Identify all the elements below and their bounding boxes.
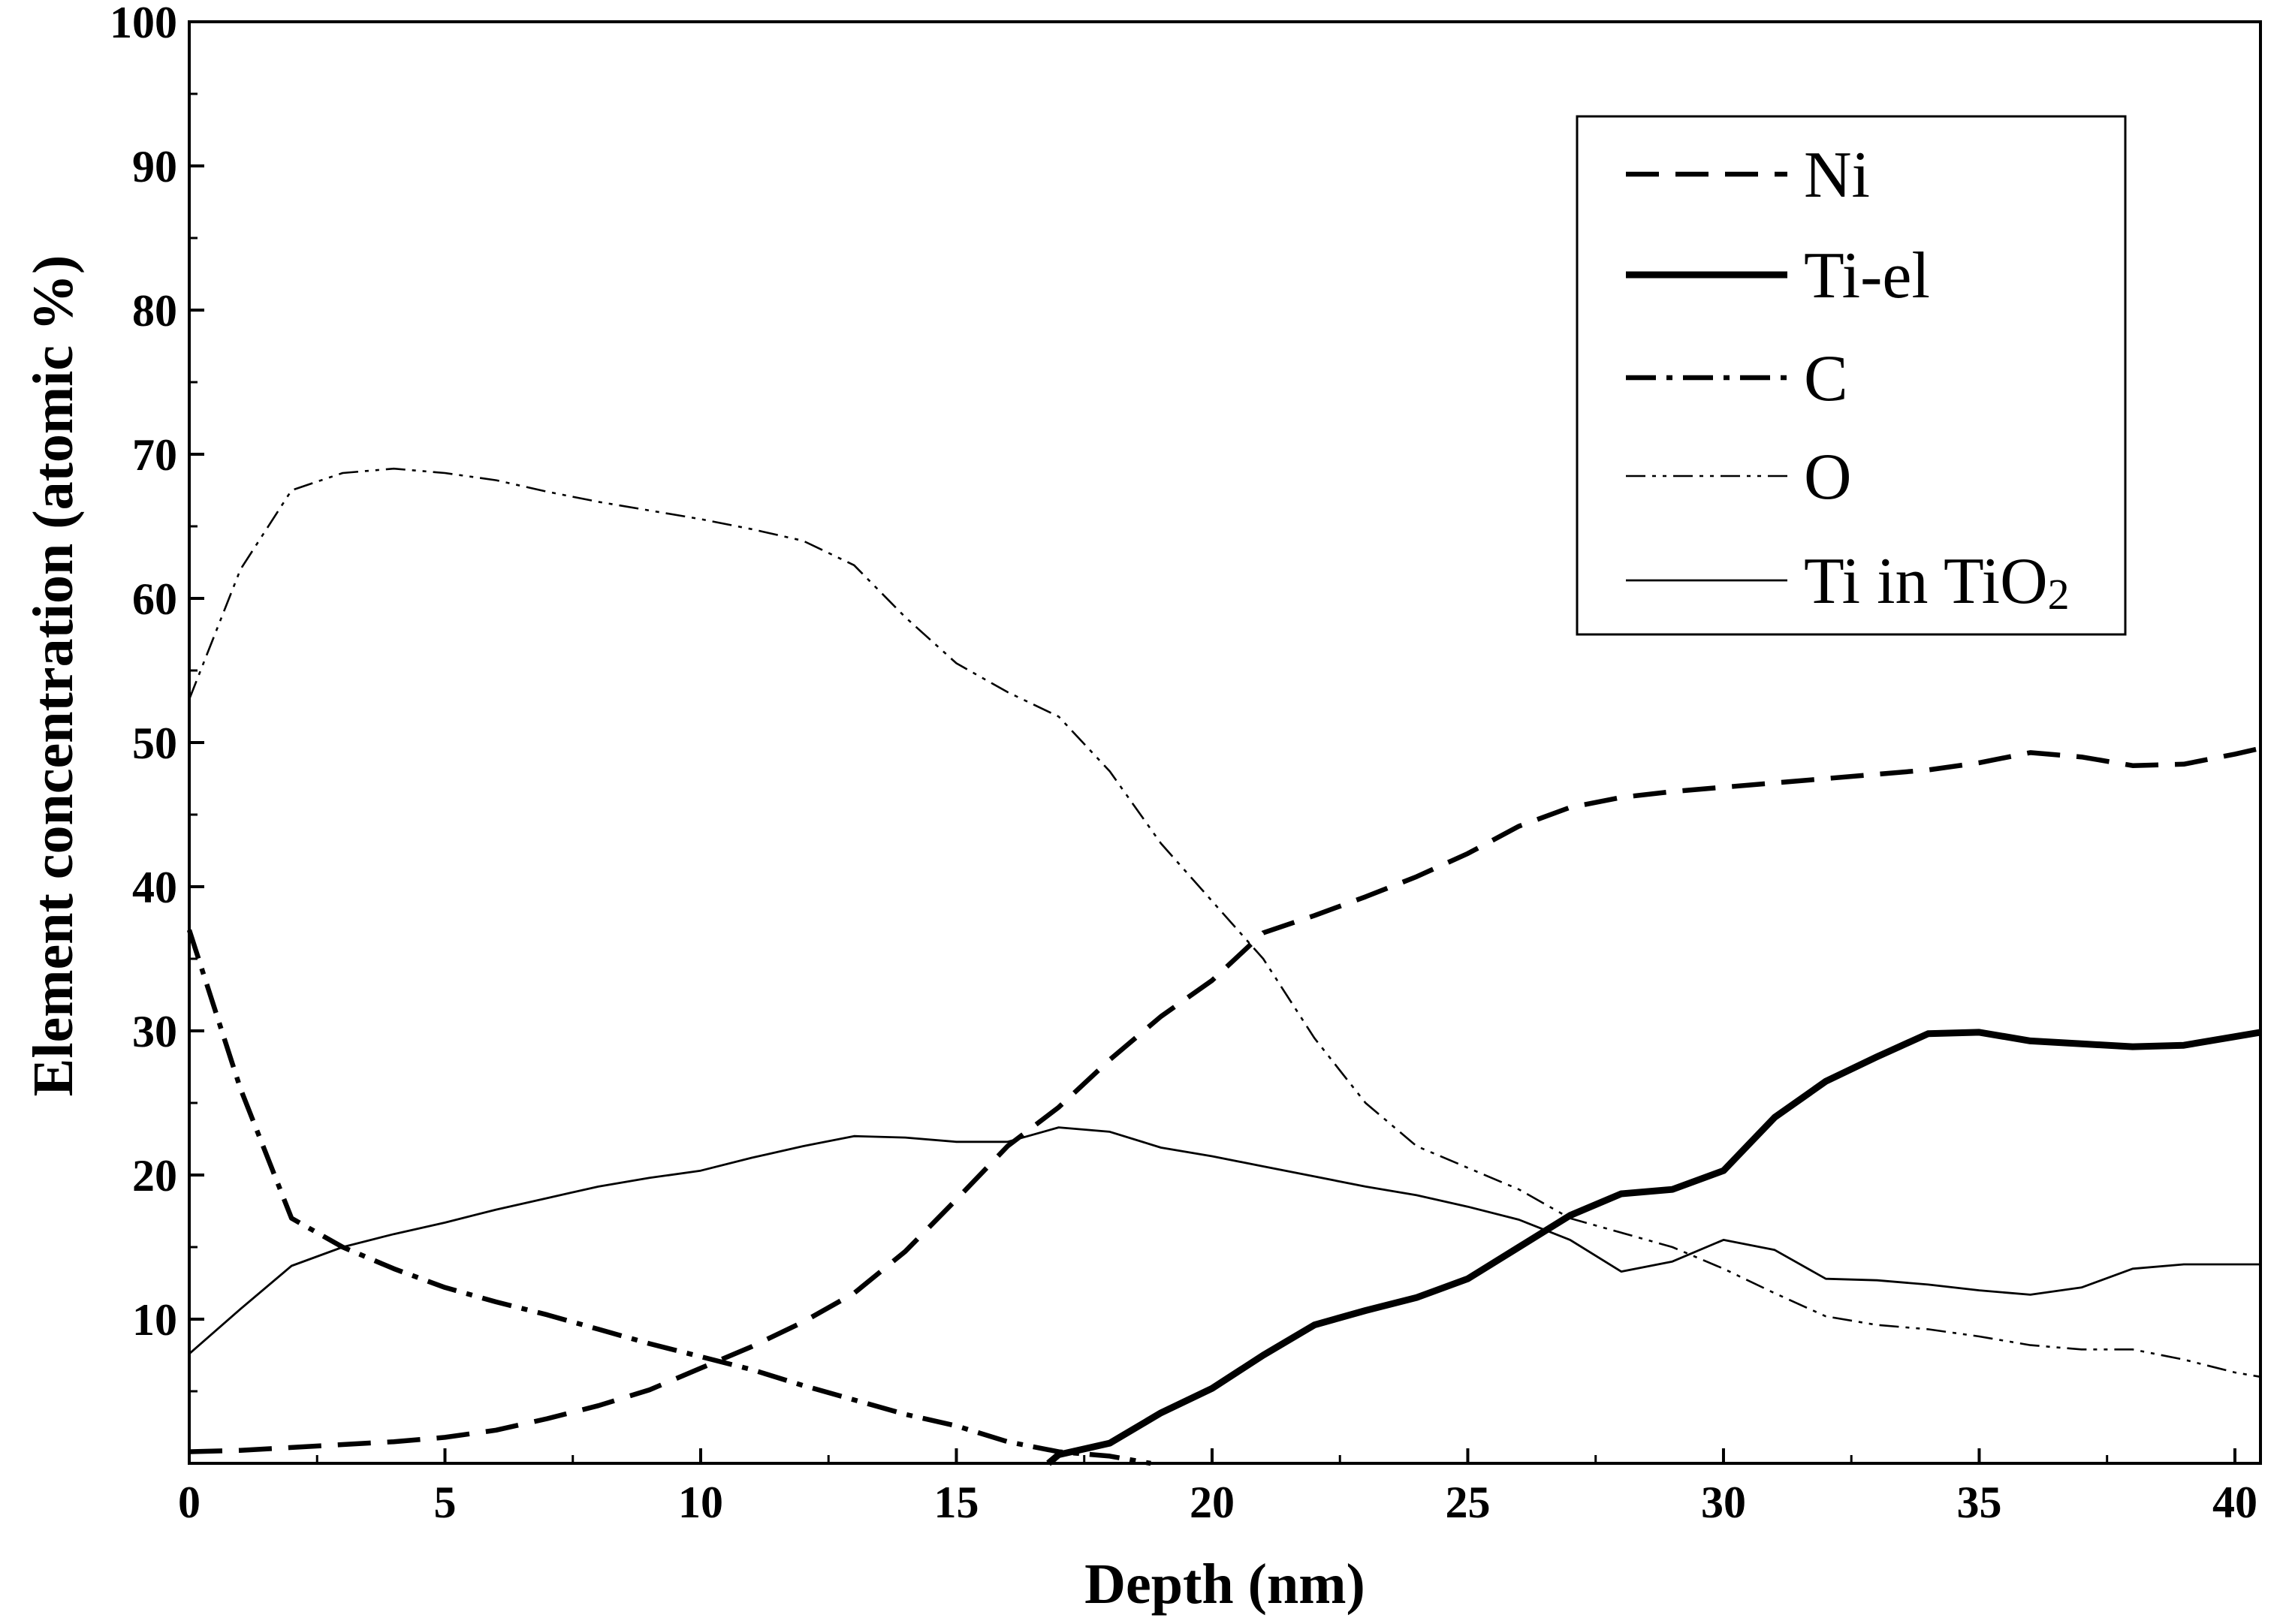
x-tick-label: 0 — [178, 1478, 201, 1527]
x-tick-label: 25 — [1445, 1478, 1490, 1527]
x-tick-label: 30 — [1701, 1478, 1746, 1527]
legend: Ni Ti-el CO Ti in TiO2 — [1576, 115, 2127, 636]
y-tick-label: 60 — [132, 574, 177, 624]
ticks-layer: 0 5 10 15 20 25 30 35 40 10 20 30 40 50 60 70 80 90 100 — [110, 0, 2257, 1527]
y-tick-label: 50 — [132, 719, 177, 768]
x-tick-label: 35 — [1956, 1478, 2001, 1527]
legend-label-c: C — [1804, 342, 1848, 415]
series-line-ni — [188, 746, 2261, 1454]
x-tick-label: 15 — [933, 1478, 979, 1527]
y-tick-label: 10 — [132, 1295, 177, 1345]
legend-label-ti-el: Ti-el — [1804, 240, 1930, 312]
y-axis-label: Element concentration (atomic %) — [22, 255, 85, 1097]
legend-label-ti-in-tio: Ti in TiO2 — [1804, 545, 2070, 619]
y-tick-label: 80 — [132, 286, 177, 336]
x-tick-label: 10 — [678, 1478, 723, 1527]
x-axis-label: Depth (nm) — [1084, 1553, 1365, 1616]
legend-label-ni: Ni — [1804, 139, 1870, 212]
y-tick-label: 20 — [132, 1151, 177, 1201]
y-tick-label: 90 — [132, 142, 177, 191]
y-tick-label: 100 — [110, 0, 177, 47]
series-line-ti-el — [1046, 1029, 2261, 1466]
x-tick-label: 5 — [433, 1478, 456, 1527]
series-line-c — [186, 929, 1151, 1466]
series-line-ti-in-tio — [188, 1126, 2260, 1355]
y-tick-label: 40 — [132, 863, 177, 912]
y-tick-label: 70 — [132, 430, 177, 480]
y-tick-label: 30 — [132, 1007, 177, 1056]
series-line-o — [188, 467, 2261, 1378]
series-layer — [186, 467, 2261, 1466]
legend-label-o: O — [1804, 441, 1852, 514]
x-tick-label: 40 — [2212, 1478, 2257, 1527]
x-tick-label: 20 — [1190, 1478, 1235, 1527]
